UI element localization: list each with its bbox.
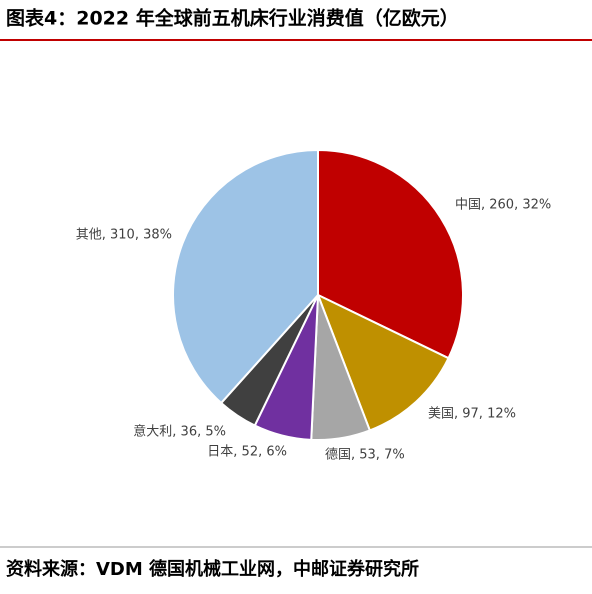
data-label: 其他, 310, 38% [76,228,172,243]
source: 资料来源：VDM 德国机械工业网，中邮证券研究所 [6,558,419,580]
chart-title: 图表4：2022 年全球前五机床行业消费值（亿欧元） [6,7,459,30]
pie-slice [316,292,450,432]
data-label: 意大利, 36, 5% [133,424,226,440]
pie-slice [317,148,464,360]
data-label: 日本, 52, 6% [207,445,287,460]
pie-slice [172,148,319,405]
data-label: 美国, 97, 12% [428,407,516,422]
data-label: 德国, 53, 7% [325,448,405,463]
data-label: 中国, 260, 32% [455,198,551,213]
